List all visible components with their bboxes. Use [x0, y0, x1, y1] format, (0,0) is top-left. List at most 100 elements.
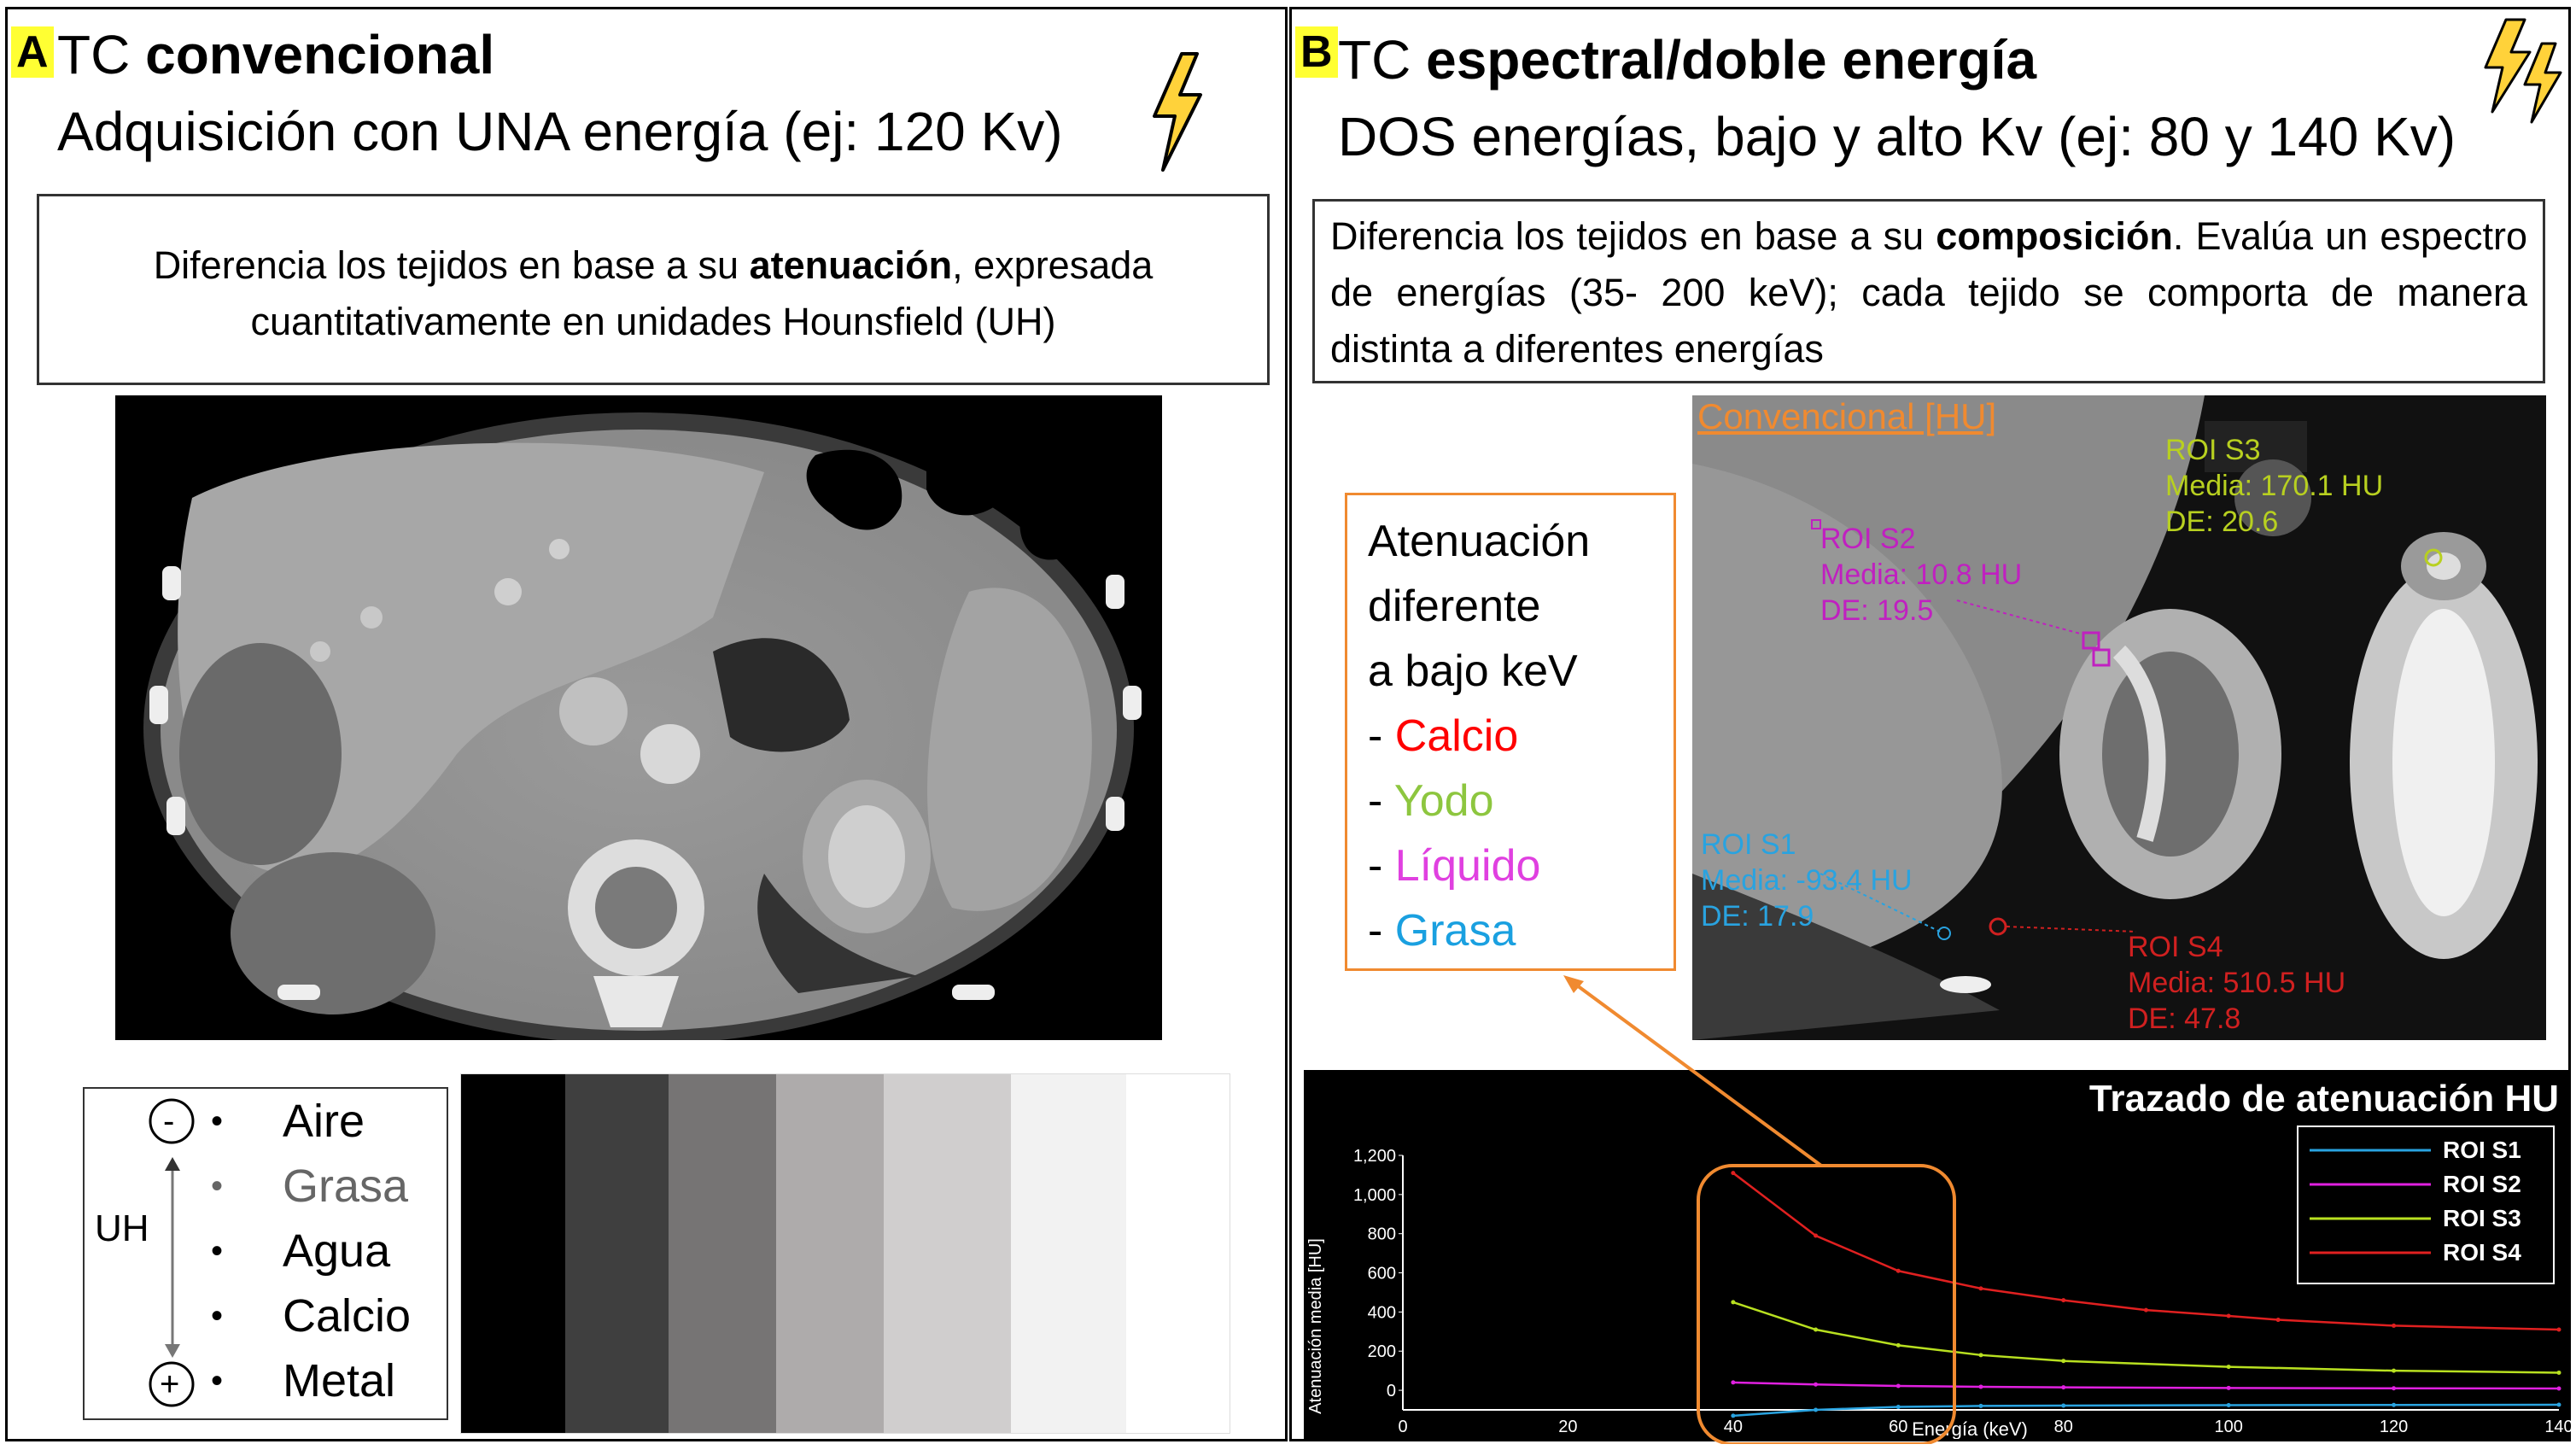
callout-line-3: a bajo keV [1368, 646, 1578, 696]
chart-series-group [1731, 1171, 2561, 1418]
series-line-roi-s3 [1732, 1301, 2560, 1374]
ct-image-conventional [115, 395, 1162, 1040]
panel-a: A TC convencional Adquisición con UNA en… [5, 7, 1288, 1441]
roi-s1-media: Media: -93.4 HU [1701, 864, 1913, 897]
legend-label: ROI S4 [2443, 1239, 2521, 1266]
bullet: • [211, 1167, 224, 1205]
roi-s3-de: DE: 20.6 [2165, 506, 2279, 538]
chart-svg: Trazado de atenuación HU 0 20 40 60 80 100 120… [1306, 1078, 2573, 1440]
data-point [1978, 1384, 1983, 1389]
data-point [1814, 1327, 1819, 1332]
bullet: • [211, 1232, 224, 1270]
series-line-roi-s4 [1732, 1172, 2560, 1331]
roi-s4-de: DE: 47.8 [2128, 1003, 2241, 1035]
data-point [2556, 1370, 2561, 1375]
minus-circle-icon [149, 1098, 195, 1144]
panel-a-title-prefix: TC [57, 24, 146, 85]
x-tick-label: 120 [2380, 1418, 2408, 1436]
callout-arrow [1563, 975, 1956, 1444]
bullet: • [211, 1362, 224, 1400]
gray-swatch [1125, 1074, 1230, 1433]
callout-item-liquido: - Líquido [1368, 840, 1540, 892]
legend-item-metal: Metal [283, 1355, 396, 1406]
x-tick-label: 80 [2054, 1418, 2073, 1436]
panel-b-title-prefix: TC [1338, 29, 1427, 91]
data-point [2226, 1402, 2231, 1407]
roi-s1-de: DE: 17.9 [1701, 900, 1814, 933]
x-tick-label: 100 [2214, 1418, 2242, 1436]
data-point [2226, 1313, 2231, 1318]
bullet: • [211, 1297, 224, 1335]
double-lightning-icon [2484, 18, 2562, 124]
panel-a-description: Diferencia los tejidos en base a su aten… [37, 194, 1270, 385]
legend-item-grasa: Grasa [283, 1161, 409, 1212]
data-point [1895, 1342, 1901, 1348]
panel-a-desc-pre: Diferencia los tejidos en base a su [153, 243, 750, 287]
panel-a-title-bold: convencional [145, 24, 495, 85]
data-point [1731, 1413, 1736, 1418]
callout-dash: - [1368, 776, 1394, 826]
panel-a-letter: A [11, 26, 54, 78]
data-point [2392, 1368, 2397, 1373]
gray-swatch [564, 1074, 669, 1433]
legend-label: ROI S3 [2443, 1205, 2521, 1231]
panel-a-desc-bold: atenuación [749, 243, 953, 287]
data-point [1814, 1407, 1819, 1412]
panel-b-title: TC espectral/doble energía [1338, 30, 2036, 90]
legend-label: ROI S1 [2443, 1137, 2521, 1163]
callout-yodo-label: Yodo [1393, 776, 1494, 826]
roi-s4-media: Media: 510.5 HU [2128, 967, 2346, 999]
data-point [1895, 1383, 1901, 1389]
panel-b-desc-pre: Diferencia los tejidos en base a su [1330, 214, 1936, 258]
callout-dash: - [1368, 711, 1395, 761]
data-point [1731, 1171, 1736, 1176]
x-tick-label: 140 [2544, 1418, 2571, 1436]
data-point [2392, 1402, 2397, 1407]
panel-a-desc-post: , expresada cuantitativamente en unidade… [250, 243, 1154, 343]
legend-label: ROI S2 [2443, 1171, 2521, 1197]
roi-s1-name: ROI S1 [1701, 828, 1796, 861]
data-point [2061, 1385, 2066, 1390]
data-point [1978, 1403, 1983, 1408]
data-point [2061, 1403, 2066, 1408]
series-line-roi-s2 [1732, 1381, 2560, 1390]
roi-s2-de: DE: 19.5 [1820, 594, 1934, 627]
panel-b: B TC espectral/doble energía DOS energía… [1289, 7, 2573, 1444]
y-tick-label: 400 [1368, 1303, 1396, 1322]
ct-image-spectral: Convencional [HU] ROI S3 Media: 170.1 HU… [1692, 395, 2546, 1040]
roi-s2-name: ROI S2 [1820, 523, 1916, 555]
roi-s4-name: ROI S4 [2128, 931, 2223, 963]
minus-sign: - [163, 1102, 175, 1140]
data-point [2556, 1402, 2561, 1407]
panel-b-letter: B [1295, 26, 1338, 78]
data-point [2061, 1359, 2066, 1364]
callout-dash: - [1368, 841, 1395, 891]
chart-y-label: Atenuación media [HU] [1306, 1238, 1325, 1414]
data-point [1978, 1286, 1983, 1291]
panel-b-title-bold: espectral/doble energía [1426, 29, 2037, 91]
x-tick-label: 20 [1558, 1418, 1577, 1436]
chart-legend: ROI S1 ROI S2 ROI S3 ROI S4 [2297, 1126, 2555, 1284]
uh-axis-label: UH [95, 1207, 149, 1249]
panel-b-desc-bold: composición [1936, 214, 2173, 258]
data-point [1731, 1380, 1736, 1385]
gray-swatch [1010, 1074, 1126, 1433]
gray-swatch [461, 1074, 565, 1433]
callout-item-grasa: - Grasa [1368, 905, 1516, 956]
callout-item-yodo: - Yodo [1368, 775, 1494, 827]
data-point [2556, 1327, 2561, 1332]
legend-item-calcio: Calcio [283, 1290, 412, 1342]
legend-item-agua: Agua [283, 1225, 391, 1277]
roi-s2-media: Media: 10.8 HU [1820, 558, 2023, 591]
y-tick-label: 800 [1368, 1225, 1396, 1244]
callout-liquido-label: Líquido [1394, 841, 1541, 891]
callout-line-1: Atenuación [1368, 517, 1591, 566]
data-point [2226, 1385, 2231, 1390]
y-tick-label: 600 [1368, 1265, 1396, 1283]
x-tick-label: 0 [1398, 1418, 1407, 1436]
panel-b-description: Diferencia los tejidos en base a su comp… [1312, 199, 2545, 383]
y-tick-label: 200 [1368, 1342, 1396, 1361]
gray-swatch [669, 1074, 776, 1433]
chart-axes: 0 20 40 60 80 100 120 140 0 200 400 600 800 1,000 1,20… [1353, 1147, 2573, 1436]
series-line-roi-s1 [1732, 1403, 2560, 1418]
